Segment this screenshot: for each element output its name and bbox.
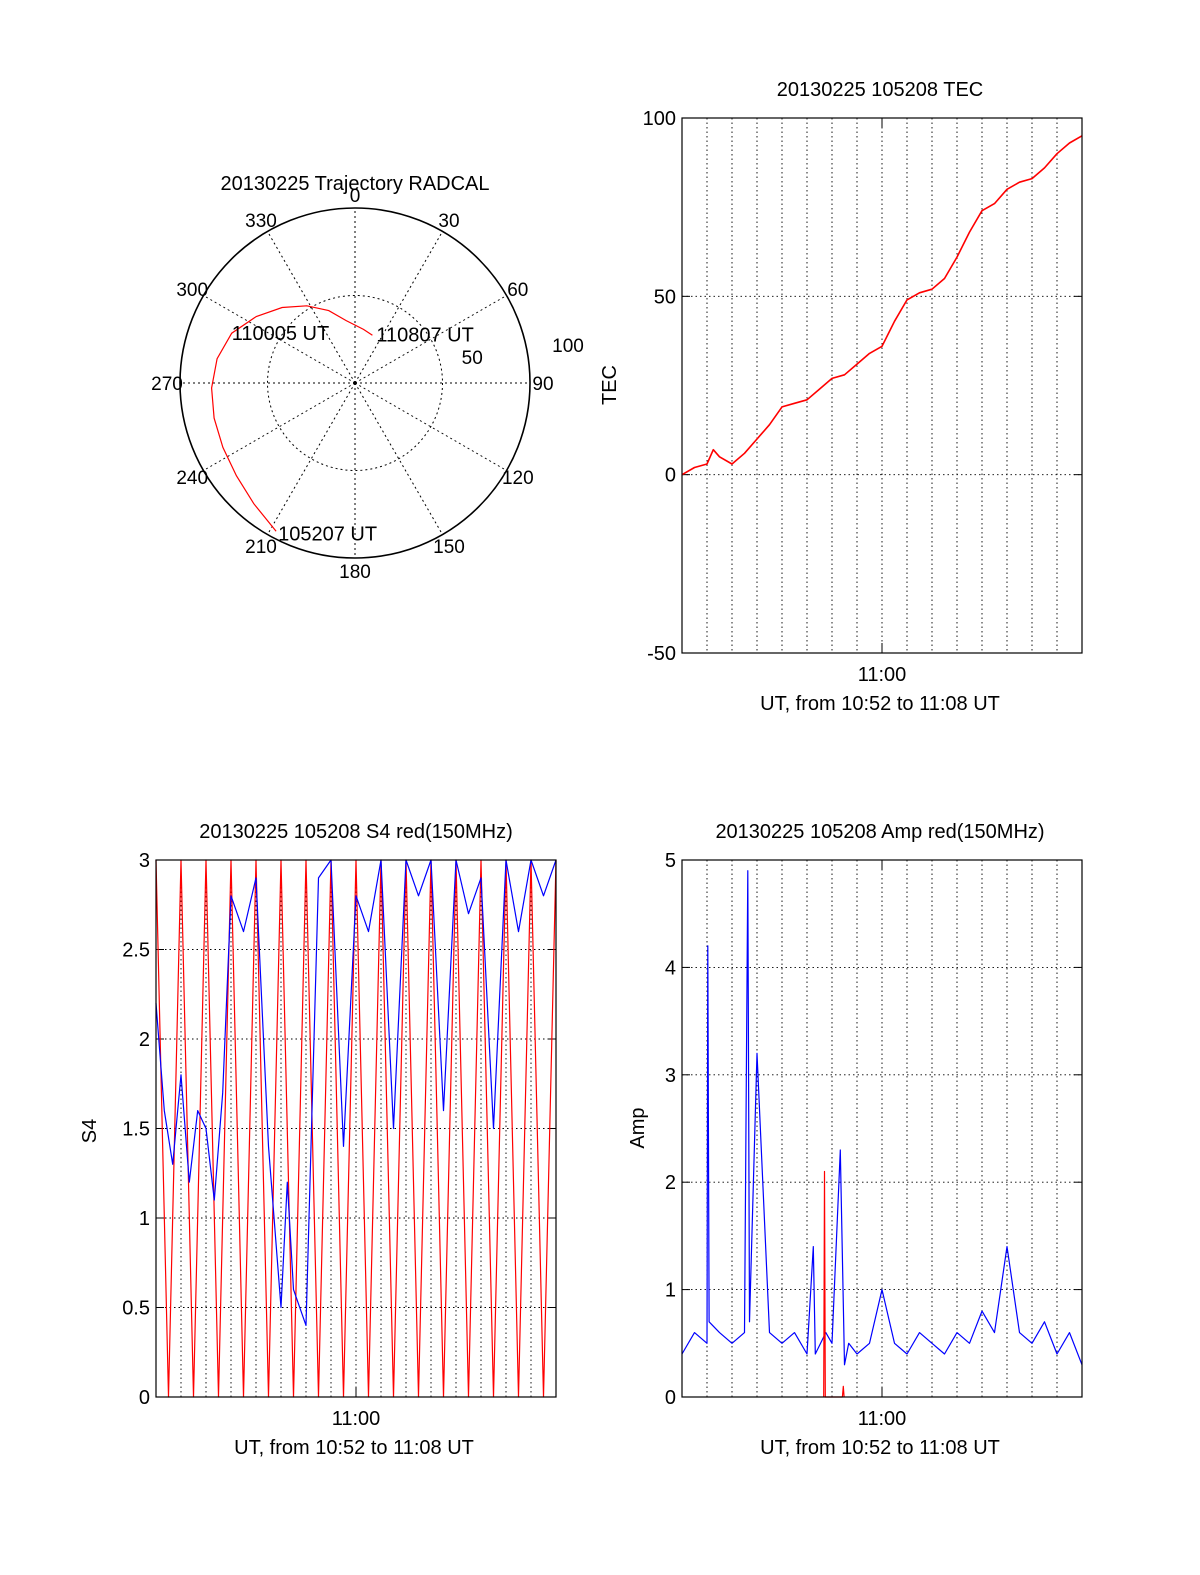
series-line-blue bbox=[155, 859, 557, 1327]
tec-chart: 20130225 105208 TEC -50 0 50 100 11:00 UT, … bbox=[599, 79, 1083, 715]
tec-x-tick-label: 11:00 bbox=[858, 664, 907, 686]
s4-x-tick-label: 11:00 bbox=[332, 1408, 381, 1430]
trajectory-annotation: 110005 UT bbox=[232, 323, 329, 345]
y-tick-label: 0 bbox=[665, 1387, 676, 1409]
y-tick-label: -50 bbox=[647, 643, 676, 665]
tec-y-axis-label: TEC bbox=[599, 365, 621, 405]
amp-y-axis-label: Amp bbox=[627, 1107, 649, 1148]
series-line-red bbox=[681, 135, 1083, 476]
polar-trajectory bbox=[210, 305, 373, 532]
polar-angle-label-150: 150 bbox=[433, 537, 465, 558]
polar-angle-label-90: 90 bbox=[532, 374, 553, 395]
amp-y-tick-labels: 0 1 2 3 4 5 bbox=[665, 850, 676, 1409]
polar-spoke-210 bbox=[267, 382, 356, 535]
s4-x-axis-label: UT, from 10:52 to 11:08 UT bbox=[234, 1437, 474, 1459]
polar-spoke-60 bbox=[354, 295, 507, 384]
s4-chart: 20130225 105208 S4 red(150MHz) 0 0.5 1 1.5 2… bbox=[79, 821, 557, 1459]
amp-chart: 20130225 105208 Amp red(150MHz) 0 1 2 3 4 5 1… bbox=[627, 821, 1083, 1459]
y-tick-label: 50 bbox=[654, 286, 676, 308]
y-tick-label: 2 bbox=[139, 1029, 150, 1051]
s4-y-tick-labels: 0 0.5 1 1.5 2 2.5 3 bbox=[122, 850, 150, 1409]
s4-grid bbox=[156, 859, 556, 1398]
s4-y-axis-label: S4 bbox=[79, 1119, 101, 1143]
series-line-blue bbox=[681, 870, 1083, 1366]
polar-spoke-150 bbox=[354, 382, 443, 535]
polar-angle-label-300: 300 bbox=[176, 280, 208, 301]
y-tick-label: 2.5 bbox=[122, 940, 150, 962]
polar-annotations: 110807 UT 110005 UT 105207 UT bbox=[232, 323, 474, 545]
amp-x-tick-label: 11:00 bbox=[858, 1408, 907, 1430]
tec-plot-frame bbox=[681, 117, 1083, 654]
polar-angle-label-60: 60 bbox=[507, 280, 528, 301]
tec-x-axis-label: UT, from 10:52 to 11:08 UT bbox=[760, 693, 1000, 715]
y-tick-label: 0 bbox=[665, 465, 676, 487]
polar-ring-50 bbox=[267, 295, 443, 471]
polar-spoke-330 bbox=[267, 231, 356, 384]
polar-outer-ring bbox=[179, 207, 531, 559]
y-tick-label: 1 bbox=[665, 1280, 676, 1302]
polar-chart: 20130225 Trajectory RADCAL 0 30 60 90 120 150… bbox=[151, 173, 584, 583]
trajectory-line bbox=[210, 305, 373, 532]
polar-title: 20130225 Trajectory RADCAL bbox=[220, 173, 489, 195]
tec-title: 20130225 105208 TEC bbox=[777, 79, 983, 101]
polar-angle-label-120: 120 bbox=[502, 468, 534, 489]
y-tick-label: 0 bbox=[139, 1387, 150, 1409]
y-tick-label: 4 bbox=[665, 957, 676, 979]
y-tick-label: 3 bbox=[139, 850, 150, 872]
s4-title: 20130225 105208 S4 red(150MHz) bbox=[199, 821, 513, 843]
polar-angle-label-180: 180 bbox=[339, 562, 371, 583]
tec-y-tick-labels: -50 0 50 100 bbox=[643, 108, 676, 665]
polar-angle-label-30: 30 bbox=[438, 211, 459, 232]
polar-spoke-120 bbox=[354, 382, 507, 471]
polar-spoke-300 bbox=[203, 295, 356, 384]
polar-spoke-240 bbox=[203, 382, 356, 471]
polar-radial-label-100: 100 bbox=[552, 336, 584, 357]
y-tick-label: 2 bbox=[665, 1172, 676, 1194]
polar-grid bbox=[179, 207, 531, 559]
amp-title: 20130225 105208 Amp red(150MHz) bbox=[715, 821, 1044, 843]
polar-radial-label-50: 50 bbox=[462, 348, 483, 369]
y-tick-label: 3 bbox=[665, 1065, 676, 1087]
amp-grid bbox=[682, 859, 1082, 1398]
trajectory-annotation: 110807 UT bbox=[376, 324, 473, 346]
polar-angle-label-330: 330 bbox=[245, 211, 277, 232]
y-tick-label: 1 bbox=[139, 1208, 150, 1230]
tec-series bbox=[681, 135, 1083, 476]
y-tick-label: 100 bbox=[643, 108, 676, 130]
polar-spoke-30 bbox=[354, 231, 443, 384]
amp-series bbox=[681, 870, 1083, 1398]
y-tick-label: 1.5 bbox=[122, 1119, 150, 1141]
polar-angle-label-240: 240 bbox=[176, 468, 208, 489]
tec-grid bbox=[682, 117, 1082, 654]
polar-angle-label-0: 0 bbox=[350, 186, 361, 207]
polar-angle-label-210: 210 bbox=[245, 537, 277, 558]
amp-x-axis-label: UT, from 10:52 to 11:08 UT bbox=[760, 1437, 1000, 1459]
trajectory-annotation: 105207 UT bbox=[278, 523, 377, 545]
polar-angle-label-270: 270 bbox=[151, 374, 183, 395]
y-tick-label: 0.5 bbox=[122, 1298, 150, 1320]
amp-plot-frame bbox=[681, 859, 1083, 1398]
s4-plot-frame bbox=[155, 859, 557, 1398]
y-tick-label: 5 bbox=[665, 850, 676, 872]
polar-angle-labels: 0 30 60 90 120 150 180 210 240 270 300 330 50 100 bbox=[151, 186, 584, 583]
